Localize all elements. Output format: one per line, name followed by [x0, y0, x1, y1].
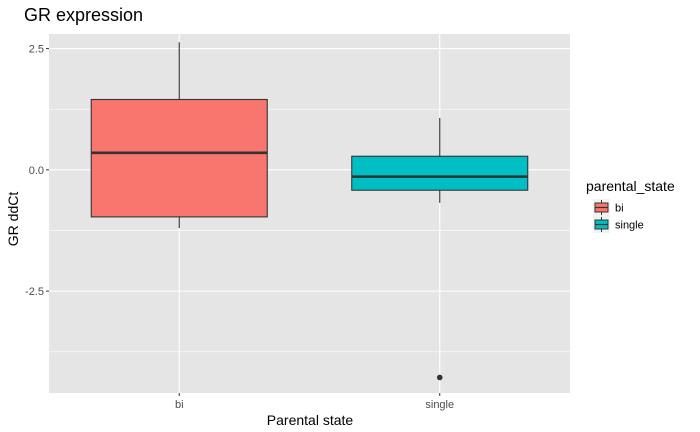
chart-title: GR expression	[24, 5, 143, 25]
box	[90, 98, 268, 218]
x-axis-title: Parental state	[267, 412, 354, 428]
boxplot-single	[351, 117, 529, 381]
legend-label: bi	[615, 203, 624, 215]
legend-key-single	[593, 216, 610, 233]
outlier-point	[436, 374, 443, 381]
boxplot-bi	[90, 42, 268, 229]
legend-label: single	[615, 220, 644, 232]
y-axis: 2.5 0.0 -2.5	[25, 44, 49, 298]
x-tick-label: bi	[175, 399, 184, 411]
x-axis: bi single	[175, 393, 454, 411]
legend-title: parental_state	[586, 178, 675, 194]
y-tick-label: -2.5	[25, 286, 44, 298]
legend-key-bi	[593, 199, 610, 216]
y-axis-title: GR ddCt	[5, 192, 21, 247]
legend: parental_state bi single	[586, 178, 675, 233]
x-tick-label: single	[425, 399, 454, 411]
y-tick-label: 2.5	[29, 44, 44, 56]
grid-lines	[49, 34, 570, 393]
box	[351, 155, 529, 191]
y-tick-label: 0.0	[29, 165, 44, 177]
boxplots	[90, 42, 529, 381]
